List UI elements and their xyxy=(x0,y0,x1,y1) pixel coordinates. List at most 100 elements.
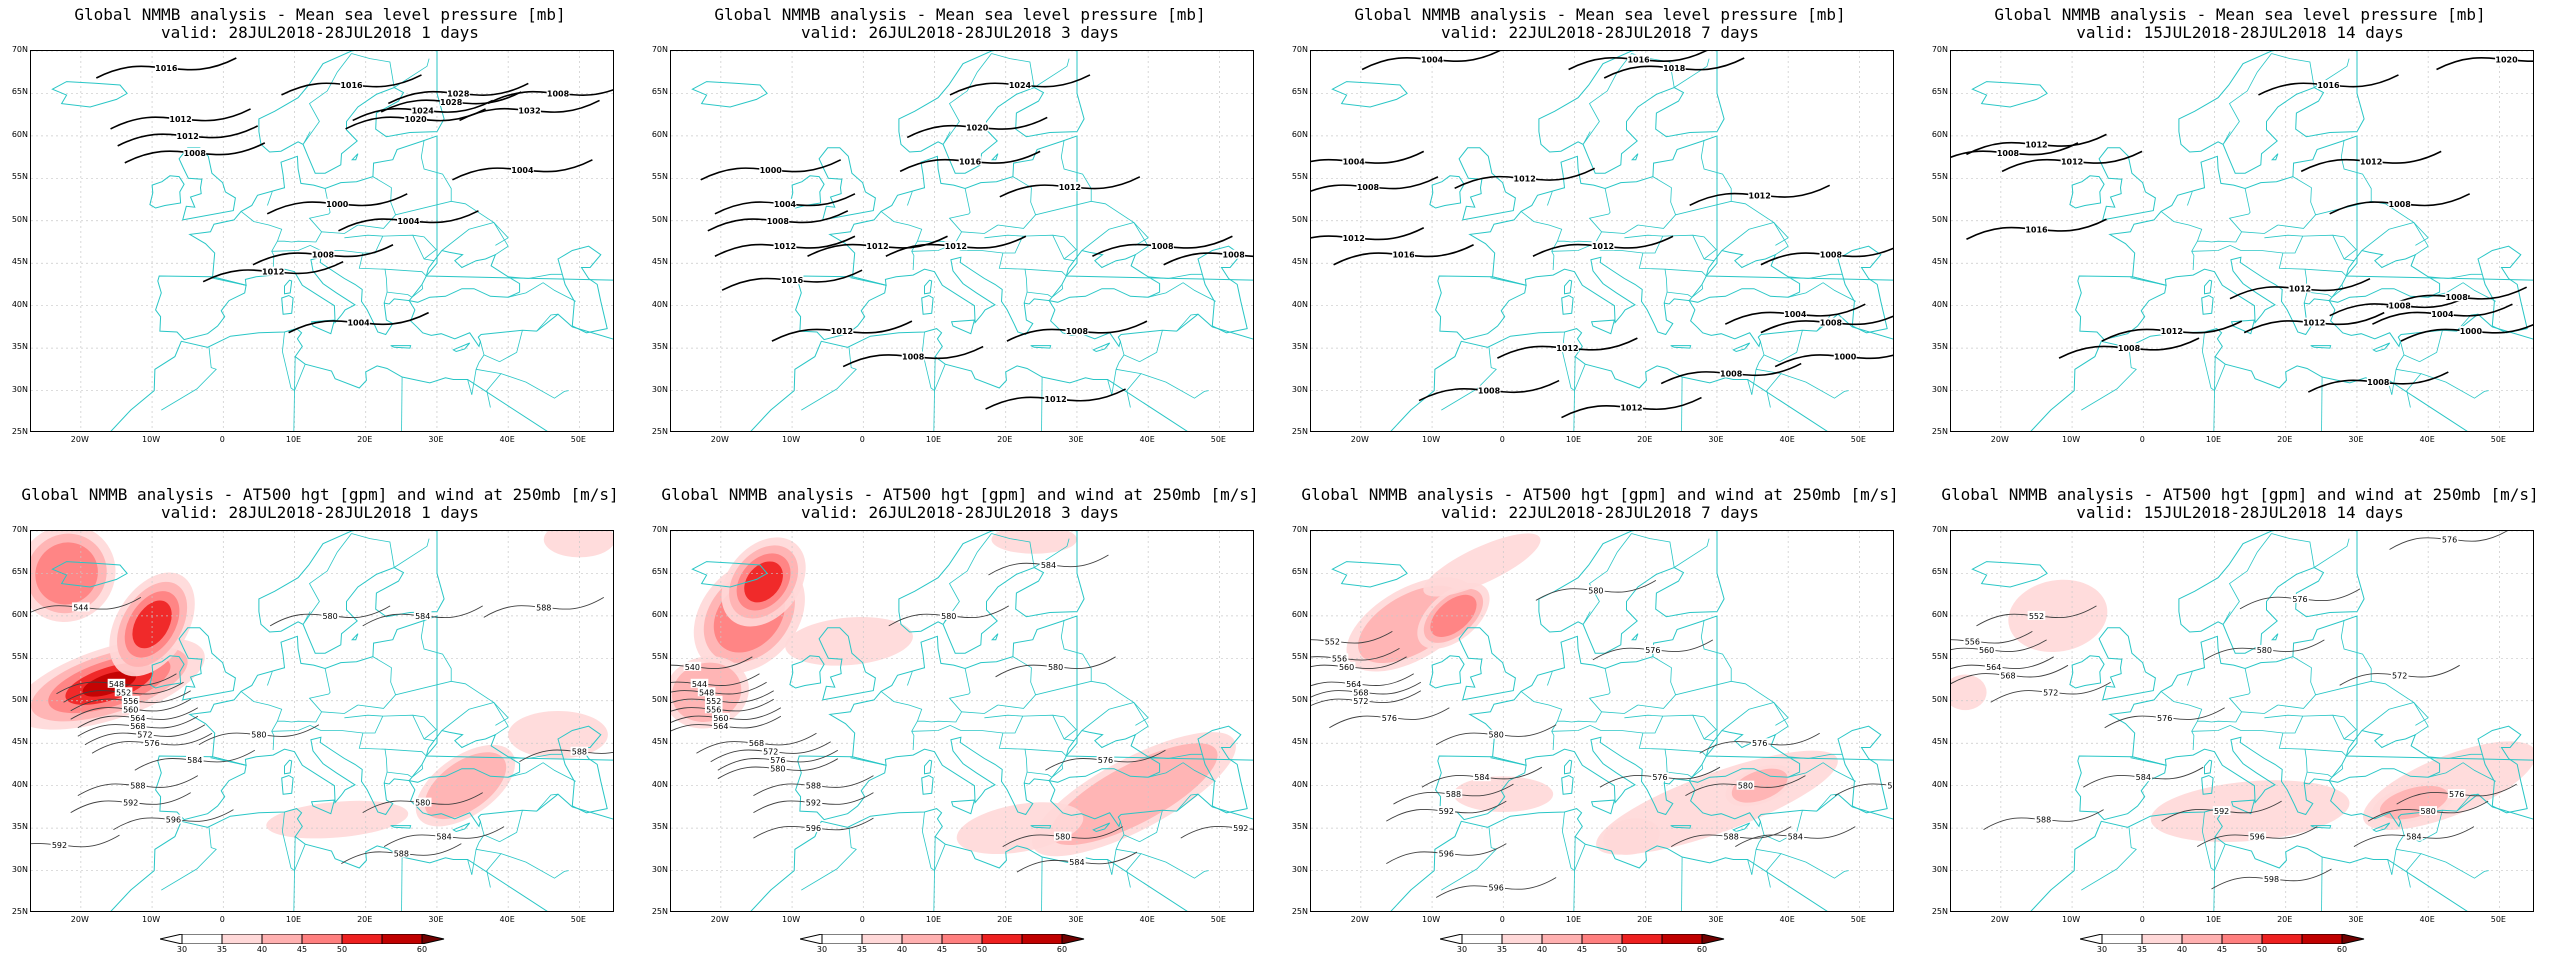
coastline xyxy=(950,319,976,335)
lon-tick-label: 20E xyxy=(997,435,1013,444)
lat-tick-label: 45N xyxy=(11,737,28,747)
panel-valid-period: valid: 26JUL2018-28JUL2018 3 days xyxy=(801,23,1119,42)
contour-value-label: 1004 xyxy=(774,200,797,209)
lat-tick-label: 30N xyxy=(651,384,668,394)
lat-tick-label: 70N xyxy=(1931,525,1948,534)
country-border xyxy=(2428,273,2483,279)
country-border xyxy=(2361,222,2429,256)
label-background xyxy=(712,721,730,731)
coastline xyxy=(2477,725,2528,814)
colorbar-segment xyxy=(2101,934,2143,944)
coastline xyxy=(2271,153,2279,161)
panel-title: Global NMMB analysis - AT500 hgt [gpm] a… xyxy=(1301,485,1899,504)
coastline xyxy=(1435,275,1527,341)
lon-tick-label: 0 xyxy=(2139,915,2145,924)
contour-value-label: 1016 xyxy=(155,64,178,73)
contour-value-label: 580 xyxy=(1048,663,1063,672)
map-canvas: 1020 1016 1012 1008 1012 1012 1008 1016 1012 1008… xyxy=(1951,51,2533,431)
contour-value-label: 564 xyxy=(1346,680,1361,689)
contour-value-label: 1004 xyxy=(1784,310,1807,319)
country-border xyxy=(2197,668,2251,723)
contour-value-label: 580 xyxy=(2421,807,2436,816)
country-border xyxy=(2277,656,2317,709)
contour-value-label: 572 xyxy=(137,731,152,740)
contour-value-label: 572 xyxy=(763,748,778,757)
lat-tick-label: 60N xyxy=(1291,609,1308,619)
label-background xyxy=(439,96,463,106)
graticule xyxy=(1951,51,2533,431)
contour-value-label: 576 xyxy=(144,739,159,748)
country-border xyxy=(1041,376,1043,431)
country-border xyxy=(1721,702,1789,736)
coastline xyxy=(2030,328,2468,431)
lon-tick-label: 50E xyxy=(1850,915,1866,924)
label-background xyxy=(1039,559,1058,569)
label-background xyxy=(261,266,285,276)
label-background xyxy=(1231,823,1250,833)
lat-tick-label: 70N xyxy=(1291,525,1308,534)
lon-tick-label: 20E xyxy=(2277,915,2293,924)
country-border xyxy=(1520,211,1563,271)
country-border xyxy=(1490,757,1527,766)
label-background xyxy=(804,797,823,807)
coastline xyxy=(2108,615,2358,816)
contour-value-label: 552 xyxy=(706,697,721,706)
label-background xyxy=(830,326,854,336)
lat-tick-label: 40N xyxy=(651,779,668,789)
country-border xyxy=(467,341,485,395)
contour-value-label: 568 xyxy=(130,722,145,731)
label-background xyxy=(2025,224,2048,234)
country-border xyxy=(2278,252,2308,304)
country-border xyxy=(2321,856,2323,911)
contour-value-label: 584 xyxy=(1069,858,1084,867)
country-border xyxy=(483,810,523,843)
coastline xyxy=(281,774,294,795)
coastline xyxy=(1030,345,1052,349)
label-background xyxy=(392,848,411,858)
contour-value-label: 1016 xyxy=(2025,225,2048,234)
lat-tick-label: 55N xyxy=(1931,172,1948,182)
country-border xyxy=(1788,762,1856,782)
colorbar-ends xyxy=(160,934,445,944)
contour-value-label: 580 xyxy=(251,731,266,740)
contour-value-label: 580 xyxy=(1588,586,1603,595)
colorbar-label: 50 xyxy=(336,945,348,954)
label-background xyxy=(129,712,147,722)
label-background xyxy=(704,704,723,714)
country-border xyxy=(1041,856,1043,911)
lat-tick-label: 50N xyxy=(1931,694,1948,704)
label-background xyxy=(939,610,958,620)
contour-value-label: 1012 xyxy=(2025,140,2047,149)
country-border xyxy=(395,680,509,726)
coastline xyxy=(1590,799,1616,815)
country-border xyxy=(1780,373,1849,399)
coastline xyxy=(2075,755,2167,821)
contour-value-label: 1008 xyxy=(1820,251,1843,260)
coastline xyxy=(924,279,933,295)
lon-tick-label: 10W xyxy=(142,915,161,924)
map-area: 1024 1020 1016 1000 1004 1008 1012 1016 1012 1012… xyxy=(670,50,1254,432)
contour-value-label: 560 xyxy=(713,714,728,723)
colorbar-segment xyxy=(261,934,303,944)
isobars xyxy=(1311,51,1893,419)
label-background xyxy=(1651,772,1669,782)
colorbar-label: 30 xyxy=(816,945,828,954)
colorbar-label: 30 xyxy=(2096,945,2108,954)
contour-value-label: 576 xyxy=(2292,595,2307,604)
country-border xyxy=(1763,330,1803,363)
lat-tick-label: 45N xyxy=(1931,737,1948,747)
label-background xyxy=(866,241,889,251)
country-border xyxy=(2387,341,2405,395)
contour-value-label: 1012 xyxy=(2289,285,2311,294)
country-border xyxy=(2213,844,2226,911)
label-background xyxy=(154,62,178,72)
lon-tick-label: 20E xyxy=(357,435,373,444)
country-border xyxy=(2187,190,2193,206)
country-border xyxy=(293,364,306,431)
country-border xyxy=(1721,222,1789,256)
contour-value-label: 1016 xyxy=(340,81,363,90)
contour-value-label: 584 xyxy=(1474,773,1489,782)
country-border xyxy=(476,368,502,408)
label-background xyxy=(1046,661,1065,671)
country-border xyxy=(1637,656,1677,709)
